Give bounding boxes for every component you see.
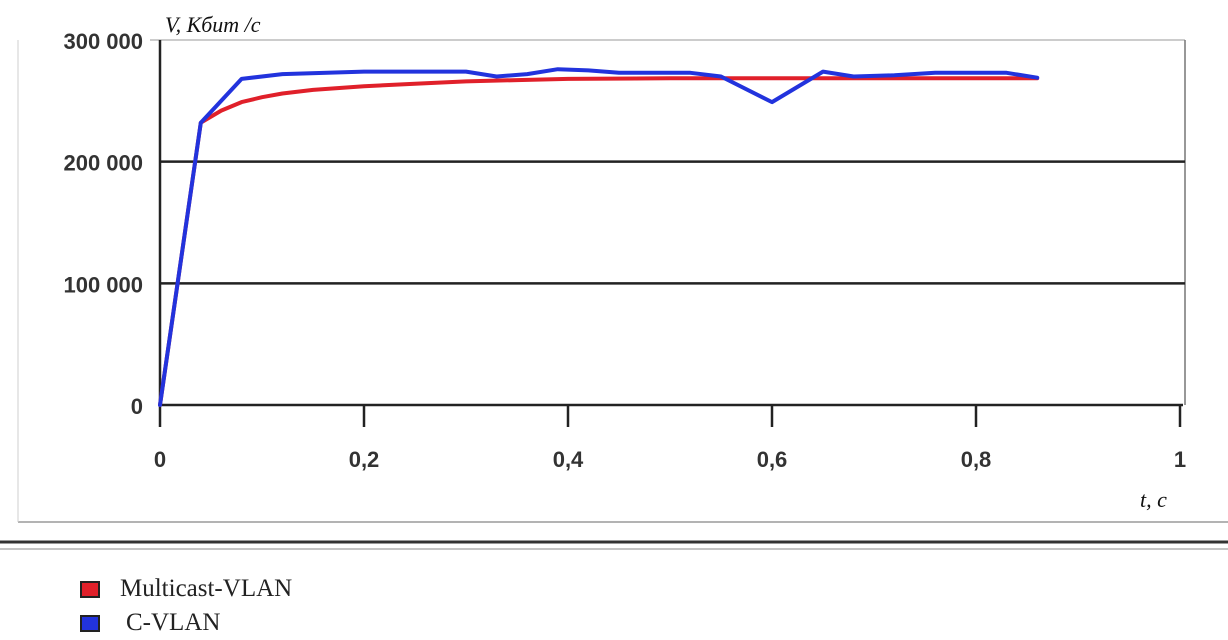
x-axis-title: t, с xyxy=(1140,487,1167,512)
legend-label-c-vlan: C-VLAN xyxy=(126,609,221,636)
legend-label-multicast-vlan: Multicast-VLAN xyxy=(120,575,293,602)
y-tick-label: 100 000 xyxy=(63,272,143,297)
x-tick-label: 0,2 xyxy=(349,447,380,472)
legend-swatch-c-vlan xyxy=(80,614,100,632)
legend-item-multicast-vlan: Multicast-VLAN xyxy=(80,572,292,606)
x-tick-label: 1 xyxy=(1174,447,1186,472)
x-tick-label: 0 xyxy=(154,447,166,472)
y-axis-title: V, Кбит /с xyxy=(165,12,261,37)
series-line-c-vlan xyxy=(158,67,1040,407)
y-tick-label: 0 xyxy=(131,394,143,419)
legend-item-c-vlan: C-VLAN xyxy=(80,606,292,640)
x-tick-label: 0,4 xyxy=(553,447,584,472)
x-tick-label: 0,6 xyxy=(757,447,788,472)
legend-swatch-multicast-vlan xyxy=(80,580,100,598)
x-tick-label: 0,8 xyxy=(961,447,992,472)
y-tick-label: 300 000 xyxy=(63,29,143,54)
y-tick-label: 200 000 xyxy=(63,151,143,176)
series-line-multicast-vlan xyxy=(158,76,1040,407)
legend: Multicast-VLAN C-VLAN xyxy=(80,572,292,640)
